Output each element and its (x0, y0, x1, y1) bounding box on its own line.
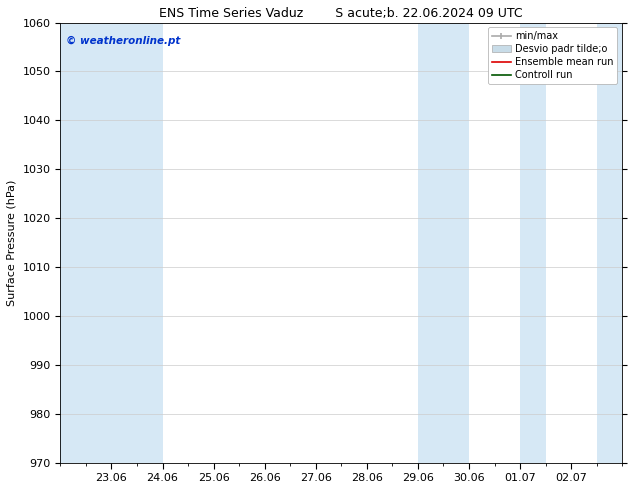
Bar (418, 23, 443, 463)
Legend: min/max, Desvio padr tilde;o, Ensemble mean run, Controll run: min/max, Desvio padr tilde;o, Ensemble m… (488, 27, 618, 84)
Bar (60, 23, 112, 463)
Text: © weatheronline.pt: © weatheronline.pt (66, 36, 180, 46)
Y-axis label: Surface Pressure (hPa): Surface Pressure (hPa) (7, 179, 17, 306)
Bar (520, 23, 546, 463)
Bar (443, 23, 469, 463)
Bar (597, 23, 622, 463)
Title: ENS Time Series Vaduz        S acute;b. 22.06.2024 09 UTC: ENS Time Series Vaduz S acute;b. 22.06.2… (160, 7, 523, 20)
Bar (112, 23, 162, 463)
